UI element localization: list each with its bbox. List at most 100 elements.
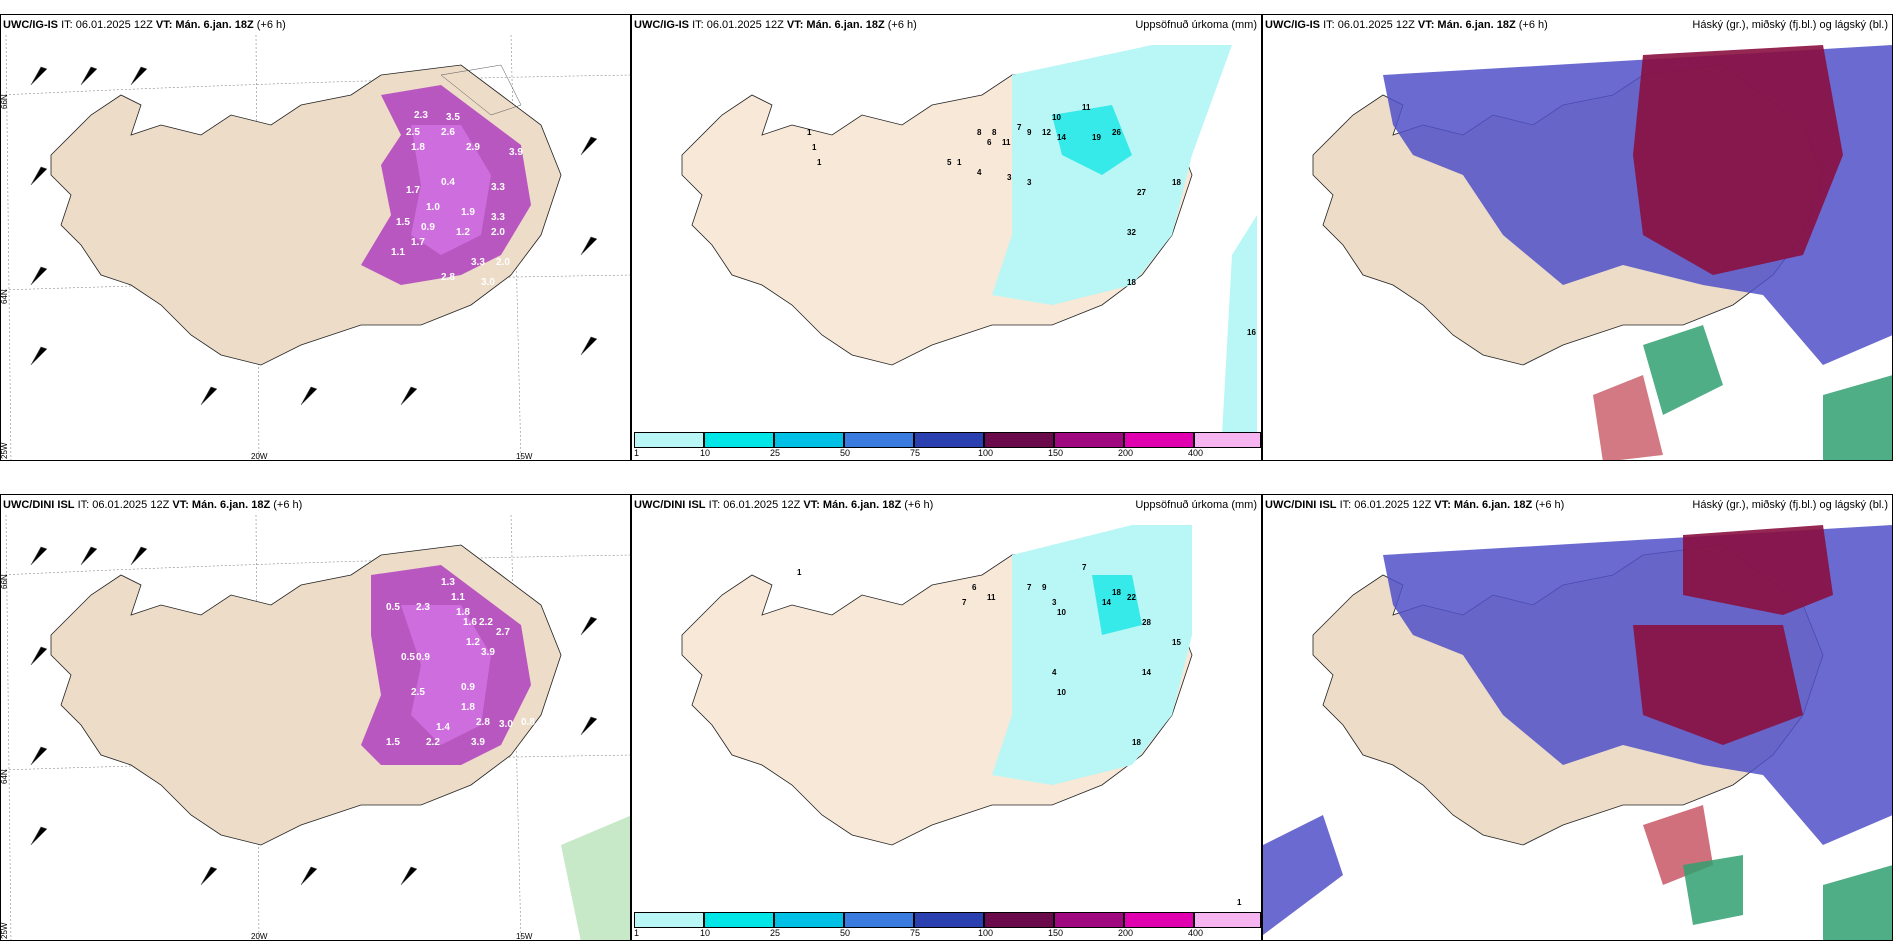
precip-value: 32 — [1127, 228, 1136, 237]
precip-value: 5 — [947, 158, 952, 167]
panel-header: UWC/DINI ISL IT: 06.01.2025 12Z VT: Mán.… — [634, 499, 934, 511]
snow-value: 0.9 — [461, 682, 475, 693]
colorbar-tick: 50 — [840, 928, 851, 938]
lon-label: 15W — [516, 932, 533, 941]
colorbar-tick: 100 — [978, 928, 994, 938]
colorbar: 1 10 25 50 75 100 150 200 400 — [634, 912, 1261, 938]
colorbar-swatch — [634, 432, 704, 448]
precip-value: 8 — [992, 128, 997, 137]
precip-value: 7 — [1082, 563, 1087, 572]
colorbar-swatch — [844, 432, 914, 448]
snow-value: 2.5 — [406, 127, 420, 138]
precip-value: 7 — [1027, 583, 1032, 592]
colorbar-swatch — [1054, 912, 1124, 928]
precip-value: 28 — [1142, 618, 1151, 627]
panel-cloud-top: UWC/IG-IS IT: 06.01.2025 12Z VT: Mán. 6.… — [1262, 14, 1893, 461]
snow-value: 3.3 — [471, 257, 485, 268]
snow-value: 3.3 — [491, 212, 505, 223]
snow-value: 3.9 — [471, 737, 485, 748]
map-cloud — [1263, 525, 1892, 940]
precip-value: 14 — [1142, 668, 1151, 677]
snow-value: 2.2 — [479, 617, 493, 628]
colorbar-tick: 10 — [700, 448, 711, 458]
colorbar-swatch — [1124, 432, 1194, 448]
colorbar-swatch — [704, 432, 774, 448]
snow-value: 1.6 — [463, 617, 477, 628]
precip-value: 16 — [1247, 328, 1256, 337]
precip-value: 1 — [957, 158, 962, 167]
snow-value: 0.9 — [421, 222, 435, 233]
cloud-title: Háský (gr.), miðský (fj.bl.) og lágský (… — [1692, 19, 1888, 31]
snow-value: 1.1 — [451, 592, 465, 603]
precip-value: 1 — [1237, 898, 1242, 907]
panel-header: UWC/IG-IS IT: 06.01.2025 12Z VT: Mán. 6.… — [1265, 19, 1548, 31]
precip-value: 14 — [1102, 598, 1111, 607]
precip-value: 14 — [1057, 133, 1066, 142]
panel-snow-top: UWC/IG-IS IT: 06.01.2025 12Z VT: Mán. 6.… — [0, 14, 631, 461]
precip-value: 3 — [1052, 598, 1057, 607]
colorbar-tick: 75 — [910, 448, 921, 458]
snow-value: 1.5 — [386, 737, 400, 748]
snow-value: 2.2 — [426, 737, 440, 748]
colorbar-swatch — [1194, 912, 1261, 928]
precip-value: 10 — [1057, 688, 1066, 697]
colorbar-tick: 50 — [840, 448, 851, 458]
precip-value: 10 — [1057, 608, 1066, 617]
precip-value: 1 — [807, 128, 812, 137]
snow-value: 0.4 — [441, 177, 455, 188]
snow-value: 1.8 — [461, 702, 475, 713]
snow-value: 1.0 — [426, 202, 440, 213]
lat-label: 64N — [1, 769, 9, 784]
map-cloud — [1312, 45, 1892, 460]
precip-value: 1 — [817, 158, 822, 167]
precip-value: 1 — [797, 568, 802, 577]
precip-value: 18 — [1127, 278, 1136, 287]
colorbar-tick: 1 — [634, 928, 640, 938]
snow-value: 2.9 — [466, 142, 480, 153]
precip-value: 3 — [1027, 178, 1032, 187]
map-precip: 1 7 7 6 11 7 9 3 10 18 22 14 28 15 14 4 … — [681, 525, 1242, 907]
precip-value: 1 — [812, 143, 817, 152]
colorbar-swatch — [844, 912, 914, 928]
precip-value: 22 — [1127, 593, 1136, 602]
snow-value: 0.8 — [521, 717, 535, 728]
lat-label: 64N — [1, 289, 9, 304]
colorbar-tick: 75 — [910, 928, 921, 938]
map-snow-wind: 1.3 1.1 0.5 2.3 1.8 1.6 2.2 2.7 3.9 1.2 … — [1, 515, 630, 941]
panel-precip-bottom: UWC/DINI ISL IT: 06.01.2025 12Z VT: Mán.… — [631, 494, 1262, 941]
colorbar-swatch — [1124, 912, 1194, 928]
precip-value: 11 — [987, 593, 996, 602]
colorbar-swatch — [984, 432, 1054, 448]
snow-value: 1.9 — [461, 207, 475, 218]
snow-value: 2.3 — [416, 602, 430, 613]
snow-value: 2.5 — [411, 687, 425, 698]
snow-value: 3.9 — [509, 147, 523, 158]
colorbar-swatch — [634, 912, 704, 928]
colorbar-tick: 400 — [1188, 928, 1204, 938]
colorbar-swatch — [1054, 432, 1124, 448]
lon-label: 15W — [516, 452, 533, 461]
precip-value: 10 — [1052, 113, 1061, 122]
snow-value: 3.3 — [491, 182, 505, 193]
colorbar-swatch — [914, 912, 984, 928]
lon-label: 20W — [251, 932, 268, 941]
colorbar-tick: 1 — [634, 448, 640, 458]
snow-value: 1.4 — [436, 722, 450, 733]
precip-value: 27 — [1137, 188, 1146, 197]
snow-value: 2.0 — [491, 227, 505, 238]
panel-precip-top: UWC/IG-IS IT: 06.01.2025 12Z VT: Mán. 6.… — [631, 14, 1262, 461]
colorbar-swatch — [704, 912, 774, 928]
panel-header: UWC/DINI ISL IT: 06.01.2025 12Z VT: Mán.… — [3, 499, 303, 511]
precip-value: 18 — [1132, 738, 1141, 747]
precip-value: 7 — [962, 598, 967, 607]
precip-value: 9 — [1027, 128, 1032, 137]
colorbar-tick: 200 — [1118, 448, 1134, 458]
snow-value: 1.7 — [411, 237, 425, 248]
map-precip: 1 1 1 11 19 26 10 12 14 7 9 8 6 8 11 5 1… — [681, 45, 1257, 435]
colorbar-tick: 200 — [1118, 928, 1134, 938]
snow-value: 2.8 — [476, 717, 490, 728]
cloud-title: Háský (gr.), miðský (fj.bl.) og lágský (… — [1692, 499, 1888, 511]
colorbar-tick: 25 — [770, 928, 781, 938]
snow-value: 0.5 — [401, 652, 415, 663]
colorbar-tick: 100 — [978, 448, 994, 458]
